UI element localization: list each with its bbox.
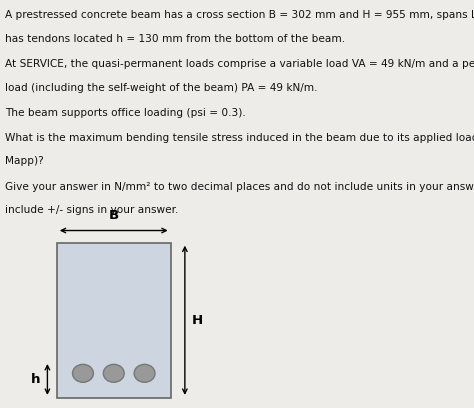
Circle shape bbox=[73, 364, 93, 382]
Text: Give your answer in N/mm² to two decimal places and do not include units in your: Give your answer in N/mm² to two decimal… bbox=[5, 182, 474, 192]
Circle shape bbox=[103, 364, 124, 382]
Bar bbox=[57, 243, 171, 398]
Text: B: B bbox=[109, 209, 119, 222]
Circle shape bbox=[134, 364, 155, 382]
Text: h: h bbox=[31, 373, 40, 386]
Text: Mapp)?: Mapp)? bbox=[5, 156, 44, 166]
Text: At SERVICE, the quasi-permanent loads comprise a variable load VA = 49 kN/m and : At SERVICE, the quasi-permanent loads co… bbox=[5, 59, 474, 69]
Text: has tendons located h = 130 mm from the bottom of the beam.: has tendons located h = 130 mm from the … bbox=[5, 34, 345, 44]
Text: The beam supports office loading (psi = 0.3).: The beam supports office loading (psi = … bbox=[5, 108, 246, 118]
Text: What is the maximum bending tensile stress induced in the beam due to its applie: What is the maximum bending tensile stre… bbox=[5, 133, 474, 143]
Text: H: H bbox=[192, 314, 203, 327]
Text: include +/- signs in your answer.: include +/- signs in your answer. bbox=[5, 205, 178, 215]
Text: load (including the self-weight of the beam) PA = 49 kN/m.: load (including the self-weight of the b… bbox=[5, 83, 317, 93]
Text: A prestressed concrete beam has a cross section B = 302 mm and H = 955 mm, spans: A prestressed concrete beam has a cross … bbox=[5, 10, 474, 20]
